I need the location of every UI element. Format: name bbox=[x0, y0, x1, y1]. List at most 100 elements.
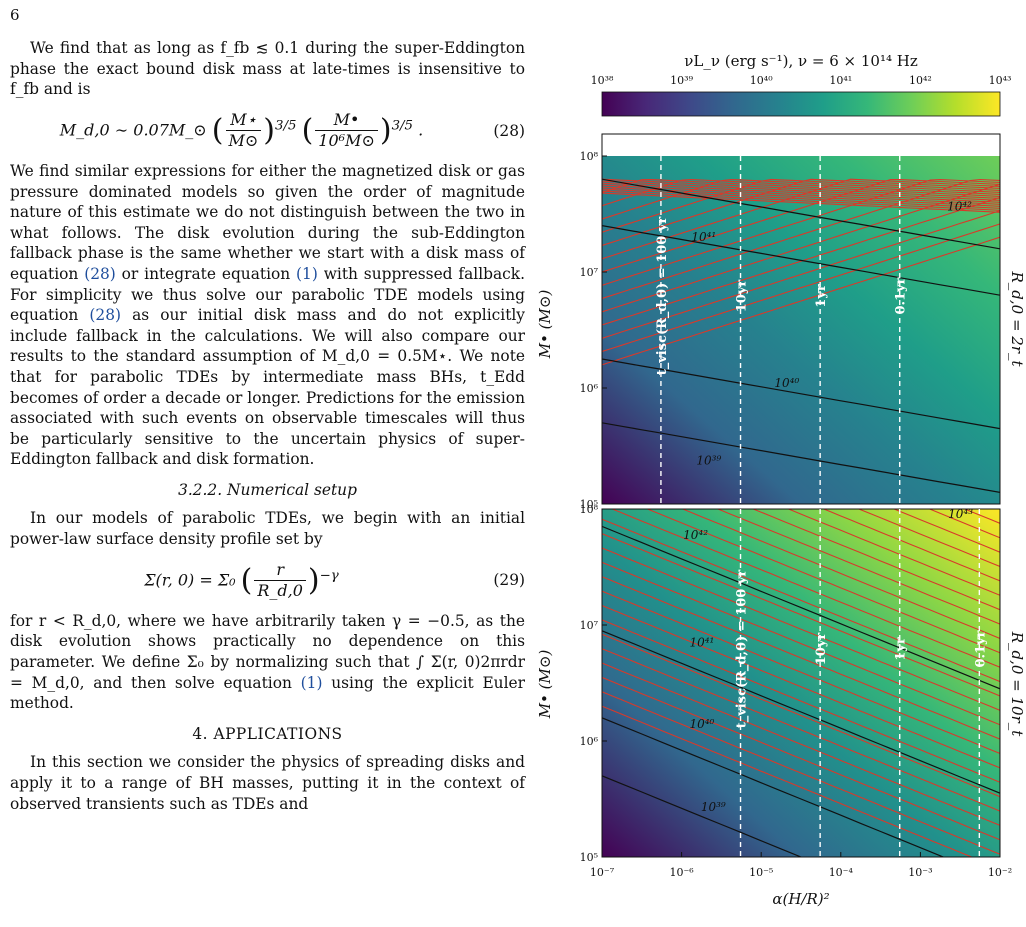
right-label: R_d,0 = 10r_t bbox=[1008, 631, 1026, 738]
colorbar-tick-label: 10³⁹ bbox=[670, 74, 693, 87]
red-curve bbox=[602, 648, 1000, 812]
eq28-lhs: M_d,0 ∼ 0.07M_⊙ bbox=[59, 120, 207, 140]
red-curve bbox=[602, 178, 1000, 300]
red-curve bbox=[892, 509, 1000, 553]
black-contour bbox=[602, 358, 1000, 430]
red-curve bbox=[602, 561, 1000, 726]
red-curve bbox=[602, 180, 1000, 201]
colorbar-tick-label: 10⁴² bbox=[909, 74, 932, 87]
red-curve bbox=[646, 509, 1000, 654]
red-curve bbox=[602, 190, 1000, 211]
x-axis-label: α(H/R)² bbox=[772, 890, 829, 908]
red-curve bbox=[602, 236, 1000, 366]
x-tick-label: 10⁻³ bbox=[908, 866, 932, 879]
red-curve bbox=[681, 509, 1000, 640]
paragraph: We find that as long as f_fb ≲ 0.1 durin… bbox=[10, 39, 525, 99]
eq29-exp: −γ bbox=[319, 567, 339, 583]
x-tick-label: 10⁻⁵ bbox=[749, 866, 773, 879]
red-curve bbox=[602, 691, 1000, 855]
timescale-label: 10yr bbox=[814, 633, 829, 666]
equation-number: (29) bbox=[493, 571, 525, 590]
timescale-label: 1yr bbox=[894, 637, 909, 661]
colorbar-label: νL_ν (erg s⁻¹), ν = 6 × 10¹⁴ Hz bbox=[684, 52, 918, 70]
figure: νL_ν (erg s⁻¹), ν = 6 × 10¹⁴ Hz 10³⁸ 10³⁹… bbox=[530, 44, 1026, 927]
right-label: R_d,0 = 2r_t bbox=[1008, 270, 1026, 367]
timescale-label: t_visc(R_d,0) = 100 yr bbox=[735, 570, 750, 729]
text-span: We find similar expressions for either t… bbox=[10, 161, 525, 283]
red-curve bbox=[602, 178, 1000, 233]
red-curve bbox=[602, 547, 1000, 711]
red-curve bbox=[602, 705, 974, 857]
section-heading: 4. APPLICATIONS bbox=[192, 724, 343, 743]
contour-label: 10⁴⁰ bbox=[774, 376, 799, 390]
figure-svg: νL_ν (erg s⁻¹), ν = 6 × 10¹⁴ Hz 10³⁸ 10³⁹… bbox=[536, 52, 1026, 908]
y-tick-label: 10⁵ bbox=[580, 498, 598, 511]
equation-link[interactable]: (1) bbox=[296, 264, 318, 283]
black-contour bbox=[602, 225, 1000, 296]
black-contour bbox=[602, 630, 1000, 794]
red-curve bbox=[822, 509, 1000, 582]
paragraph: We find similar expressions for either t… bbox=[10, 161, 525, 470]
red-curve bbox=[602, 662, 1000, 826]
black-contour bbox=[602, 525, 1000, 690]
contour-label: 10³⁹ bbox=[701, 800, 726, 814]
red-curve bbox=[602, 604, 1000, 769]
red-curve bbox=[928, 509, 1000, 539]
contour-labels: 10³⁹ 10⁴⁰ 10⁴¹ 10⁴² bbox=[691, 199, 972, 467]
equation-link[interactable]: (28) bbox=[84, 264, 116, 283]
eq28-frac1-num: M⋆ bbox=[225, 110, 262, 132]
red-curve bbox=[602, 196, 1000, 326]
y-tick-label: 10⁸ bbox=[580, 503, 599, 516]
colorbar-tick-label: 10⁴⁰ bbox=[750, 74, 773, 87]
red-curve bbox=[602, 676, 1000, 841]
timescale-label: 0.1yr bbox=[973, 630, 988, 667]
contour-label: 10⁴³ bbox=[948, 507, 973, 521]
y-ticks: 10⁵ 10⁶ 10⁷ 10⁸ bbox=[580, 150, 607, 511]
eq28-frac2-den: 10⁶M⊙ bbox=[318, 131, 375, 151]
eq28-frac1-den: M⊙ bbox=[228, 131, 259, 151]
red-curve bbox=[716, 509, 1000, 625]
red-curve bbox=[602, 533, 1000, 697]
red-curve bbox=[787, 509, 1000, 596]
text-span: with suppressed fallback. For simplicity… bbox=[10, 264, 525, 325]
red-curve bbox=[751, 509, 1000, 611]
colorbar-tick-label: 10³⁸ bbox=[591, 74, 614, 87]
contour-label: 10⁴² bbox=[683, 528, 708, 542]
x-tick-label: 10⁻⁶ bbox=[669, 866, 694, 879]
paragraph: In our models of parabolic TDEs, we begi… bbox=[10, 509, 525, 549]
black-contour bbox=[602, 775, 803, 857]
contour-label: 10³⁹ bbox=[696, 453, 721, 467]
equation-link[interactable]: (28) bbox=[89, 306, 121, 325]
equation-29: Σ(r, 0) = Σ₀ (r R_d,0)−γ (29) bbox=[144, 559, 525, 601]
colorbar-ticks: 10³⁸ 10³⁹ 10⁴⁰ 10⁴¹ 10⁴² 10⁴³ bbox=[591, 74, 1012, 87]
x-tick-label: 10⁻⁷ bbox=[590, 866, 615, 879]
y-tick-label: 10⁷ bbox=[580, 619, 599, 632]
colorbar-tick-label: 10⁴¹ bbox=[829, 74, 852, 87]
paragraph: for r < R_d,0, where we have arbitrarily… bbox=[10, 611, 525, 714]
red-curve bbox=[602, 576, 1000, 740]
text-span: using the explicit Euler method. bbox=[10, 673, 525, 713]
equation-link[interactable]: (1) bbox=[300, 673, 323, 692]
red-curve bbox=[602, 633, 1000, 798]
red-curve bbox=[602, 518, 1000, 683]
contour-label: 10⁴¹ bbox=[691, 230, 716, 244]
contour-labels: 10³⁹ 10⁴⁰ 10⁴¹ 10⁴² 10⁴³ bbox=[683, 507, 973, 814]
red-curve bbox=[857, 509, 1000, 568]
y-tick-label: 10⁶ bbox=[580, 382, 599, 395]
red-curve bbox=[602, 178, 1000, 247]
text-column: We find that as long as f_fb ≲ 0.1 durin… bbox=[10, 38, 525, 814]
panel-top: t_visc(R_d,0) = 100 yr 10yr 1yr 0.1yr 10³⁹ 1… bbox=[536, 133, 1026, 511]
red-curve bbox=[602, 192, 1000, 213]
text-span: as our initial disk mass and do not expl… bbox=[10, 306, 525, 469]
contour-label: 10⁴⁰ bbox=[689, 717, 714, 731]
x-ticks: 10⁻⁷ 10⁻⁶ 10⁻⁵ 10⁻⁴ 10⁻³ 10⁻² bbox=[590, 852, 1012, 879]
red-curve bbox=[602, 178, 1000, 220]
timescale-label: t_visc(R_d,0) = 100 yr bbox=[655, 217, 670, 376]
red-curve bbox=[602, 223, 1000, 353]
equation-28: M_d,0 ∼ 0.07M_⊙ (M⋆ M⊙)3/5 (M• 10⁶M⊙)3/5 .… bbox=[59, 109, 525, 151]
red-curve bbox=[602, 184, 1000, 205]
timescale-lines: t_visc(R_d,0) = 100 yr 10yr 1yr 0.1yr bbox=[655, 156, 909, 504]
red-curve bbox=[602, 182, 1000, 203]
black-contour bbox=[602, 178, 1000, 250]
eq28-exp-2: 3/5 bbox=[391, 118, 414, 134]
